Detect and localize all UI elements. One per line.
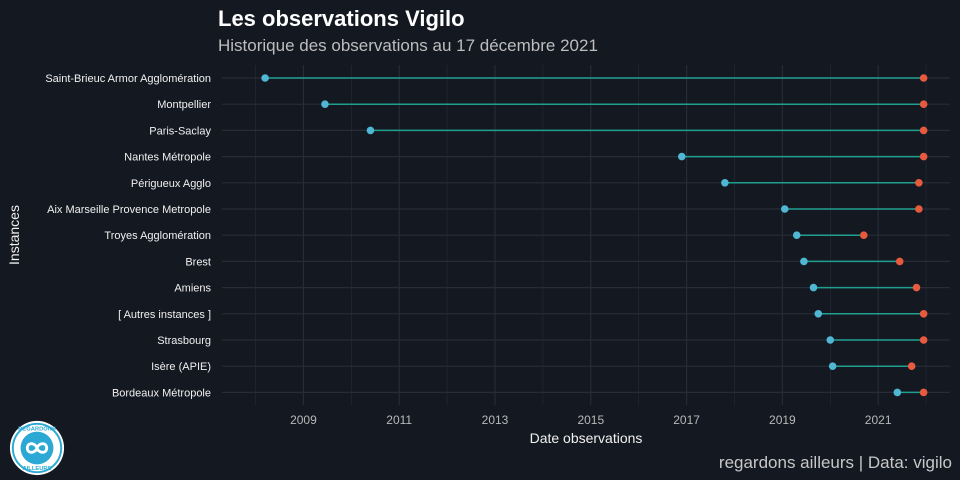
last-observation-point <box>919 310 928 318</box>
first-observation-point <box>677 152 686 161</box>
regardons-ailleurs-logo-icon: REGARDONS AILLEURS <box>9 420 65 476</box>
last-observation-point <box>912 283 921 292</box>
y-tick-label: Périgueux Agglo <box>131 178 211 190</box>
y-tick-label: Saint-Brieuc Armor Agglomération <box>45 73 211 85</box>
y-tick-label: Brest <box>185 256 211 268</box>
y-tick-label: Troyes Agglomération <box>104 230 211 242</box>
x-tick-label: 2013 <box>482 413 509 427</box>
first-observation-point <box>828 362 837 371</box>
y-tick-label: Nantes Métropole <box>124 152 211 164</box>
x-tick-label: 2015 <box>577 413 604 427</box>
chart-title: Les observations Vigilo <box>218 6 465 31</box>
x-tick-label: 2009 <box>290 413 317 427</box>
last-observation-point <box>919 388 928 397</box>
x-tick-label: 2011 <box>386 413 412 427</box>
first-observation-point <box>826 336 835 344</box>
last-observation-point <box>919 100 928 108</box>
last-observation-point <box>919 74 928 82</box>
chart-caption: regardons ailleurs | Data: vigilo <box>718 453 952 472</box>
y-axis-title: Instances <box>6 205 22 265</box>
last-observation-point <box>907 362 916 371</box>
x-tick-label: 2017 <box>673 413 700 427</box>
y-tick-label: Montpellier <box>157 99 211 111</box>
first-observation-point <box>800 257 808 266</box>
last-observation-point <box>859 231 868 239</box>
first-observation-point <box>809 283 818 292</box>
first-observation-point <box>893 388 902 397</box>
svg-text:AILLEURS: AILLEURS <box>23 466 52 472</box>
last-observation-point <box>895 257 904 266</box>
last-observation-point <box>915 179 923 187</box>
x-tick-label: 2019 <box>769 413 796 427</box>
chart-subtitle: Historique des observations au 17 décemb… <box>218 36 598 55</box>
first-observation-point <box>814 310 823 318</box>
first-observation-point <box>321 100 329 108</box>
first-observation-point <box>261 74 269 82</box>
last-observation-point <box>915 205 923 213</box>
first-observation-point <box>780 205 789 213</box>
last-observation-point <box>919 152 928 161</box>
first-observation-point <box>366 126 375 135</box>
y-tick-label: [ Autres instances ] <box>118 309 211 321</box>
y-tick-label: Aix Marseille Provence Metropole <box>47 204 211 216</box>
y-tick-label: Strasbourg <box>157 335 211 347</box>
first-observation-point <box>721 179 729 187</box>
y-tick-label: Paris-Saclay <box>149 125 211 137</box>
svg-text:REGARDONS: REGARDONS <box>18 427 56 433</box>
y-tick-label: Bordeaux Métropole <box>112 387 211 399</box>
y-tick-label: Isère (APIE) <box>151 361 211 373</box>
x-tick-label: 2021 <box>865 413 892 427</box>
y-tick-label: Amiens <box>174 283 211 295</box>
last-observation-point <box>919 126 928 135</box>
first-observation-point <box>792 231 801 239</box>
last-observation-point <box>919 336 928 344</box>
x-axis-title: Date observations <box>530 430 643 446</box>
